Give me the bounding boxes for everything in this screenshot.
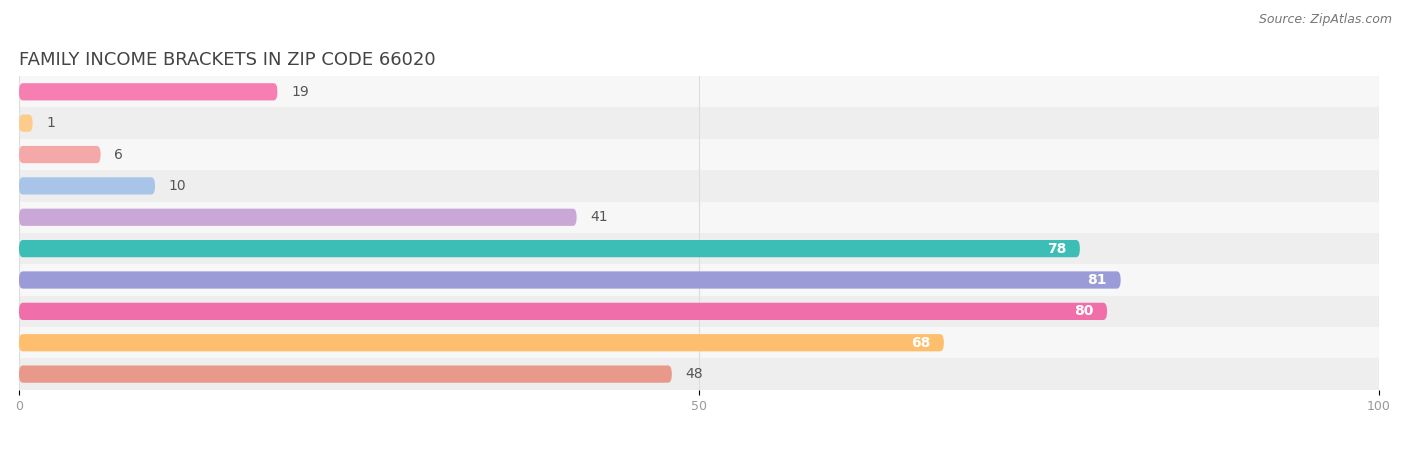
Bar <box>0 170 1406 202</box>
FancyBboxPatch shape <box>20 271 1121 288</box>
Bar <box>0 296 1406 327</box>
FancyBboxPatch shape <box>20 177 155 194</box>
Text: 81: 81 <box>1088 273 1107 287</box>
FancyBboxPatch shape <box>20 115 32 132</box>
Bar <box>0 233 1406 264</box>
Bar <box>0 264 1406 296</box>
Text: 1: 1 <box>46 116 55 130</box>
FancyBboxPatch shape <box>20 303 1107 320</box>
Bar <box>0 108 1406 139</box>
Bar <box>0 327 1406 358</box>
Text: 78: 78 <box>1047 242 1066 256</box>
Text: 48: 48 <box>686 367 703 381</box>
Text: FAMILY INCOME BRACKETS IN ZIP CODE 66020: FAMILY INCOME BRACKETS IN ZIP CODE 66020 <box>20 51 436 69</box>
Text: 80: 80 <box>1074 304 1094 318</box>
Bar <box>0 76 1406 108</box>
Bar <box>0 358 1406 390</box>
Text: 19: 19 <box>291 85 309 99</box>
Text: 41: 41 <box>591 210 607 224</box>
Text: 68: 68 <box>911 336 931 350</box>
Text: 10: 10 <box>169 179 186 193</box>
Bar <box>0 139 1406 170</box>
Text: Source: ZipAtlas.com: Source: ZipAtlas.com <box>1258 14 1392 27</box>
FancyBboxPatch shape <box>20 209 576 226</box>
FancyBboxPatch shape <box>20 83 277 100</box>
FancyBboxPatch shape <box>20 146 101 163</box>
FancyBboxPatch shape <box>20 334 943 351</box>
FancyBboxPatch shape <box>20 365 672 382</box>
Bar <box>0 202 1406 233</box>
Text: 6: 6 <box>114 148 124 162</box>
FancyBboxPatch shape <box>20 240 1080 257</box>
